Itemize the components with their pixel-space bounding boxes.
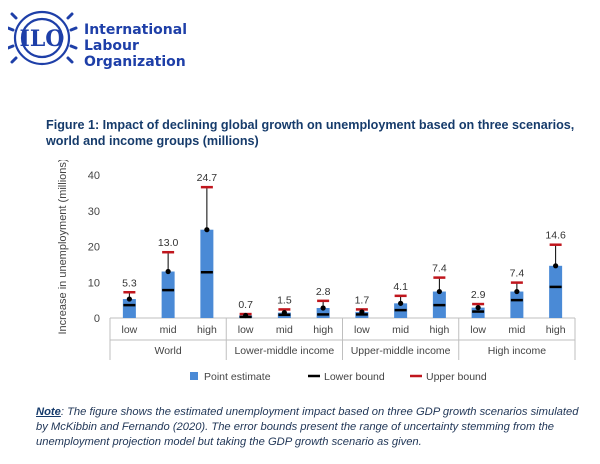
group-label: High income [488,345,547,357]
logo-letters: ILO [20,26,65,52]
bar-point-estimate [316,307,330,318]
category-label: high [197,324,217,336]
category-label: mid [508,324,525,336]
group-label: World [155,345,182,357]
org-name-line-1: International [84,22,188,38]
category-label: high [546,324,566,336]
org-name-line-3: Organization [84,54,186,70]
data-label: 14.6 [545,230,566,242]
point-estimate-dot [165,268,171,275]
ilo-emblem-icon: ILO [6,10,78,66]
data-label: 2.8 [316,286,331,298]
org-name: International Labour Organization [84,22,187,70]
point-estimate-dot [514,288,520,295]
bar-point-estimate [471,307,485,318]
data-label: 13.0 [158,237,179,249]
data-label: 7.4 [510,268,525,280]
point-estimate-dot [475,305,481,311]
data-label: 2.9 [471,289,486,301]
y-tick-label: 0 [94,313,100,325]
point-estimate-dot [553,263,559,269]
group-label: Upper-middle income [351,345,451,357]
data-label: 4.1 [393,281,408,293]
data-label: 1.7 [355,294,370,306]
y-tick-label: 30 [88,206,100,218]
ilo-logo: ILO International Labour Organization [6,8,248,70]
bar-point-estimate [161,271,175,318]
bar-point-estimate [122,299,136,318]
unemployment-chart: 0 10 20 30 40 Increase in unemployment (milli… [57,160,576,383]
category-label: high [313,324,333,336]
legend-point-estimate-swatch [190,372,198,380]
category-label: mid [392,324,409,336]
point-estimate-dot [281,310,287,316]
point-estimate-dot [320,305,326,311]
data-label: 1.5 [277,294,292,306]
legend-lower-bound-label: Lower bound [324,371,385,383]
point-estimate-dot [436,288,442,295]
y-axis-label: Increase in unemployment (millions) [57,160,69,335]
point-estimate-dot [126,296,132,302]
category-label: low [121,324,137,336]
note-label: Note [36,406,61,418]
data-label: 7.4 [432,263,447,275]
group-label: Lower-middle income [234,345,334,357]
category-label: low [470,324,486,336]
point-estimate-dot [204,227,210,233]
legend-point-estimate-label: Point estimate [204,371,271,383]
bar-point-estimate [200,229,214,318]
y-tick-label: 40 [88,170,100,182]
category-label: mid [160,324,177,336]
data-label: 24.7 [197,172,218,184]
point-estimate-dot [359,309,365,315]
category-label: mid [276,324,293,336]
bar-point-estimate [549,265,563,318]
point-estimate-dot [398,300,404,306]
legend-upper-bound-label: Upper bound [426,371,487,383]
data-label: 5.3 [122,277,137,289]
data-label: 0.7 [238,299,253,311]
bar-point-estimate [510,291,524,318]
category-label: low [354,324,370,336]
org-name-line-2: Labour [84,38,139,54]
category-label: low [238,324,254,336]
point-estimate-dot [243,312,249,319]
y-tick-label: 20 [88,242,100,254]
y-tick-label: 10 [88,277,100,289]
figure-note: Note: The figure shows the estimated une… [36,405,592,450]
note-text: : The figure shows the estimated unemplo… [36,406,579,448]
category-label: high [429,324,449,336]
figure-title: Figure 1: Impact of declining global gro… [46,118,575,148]
